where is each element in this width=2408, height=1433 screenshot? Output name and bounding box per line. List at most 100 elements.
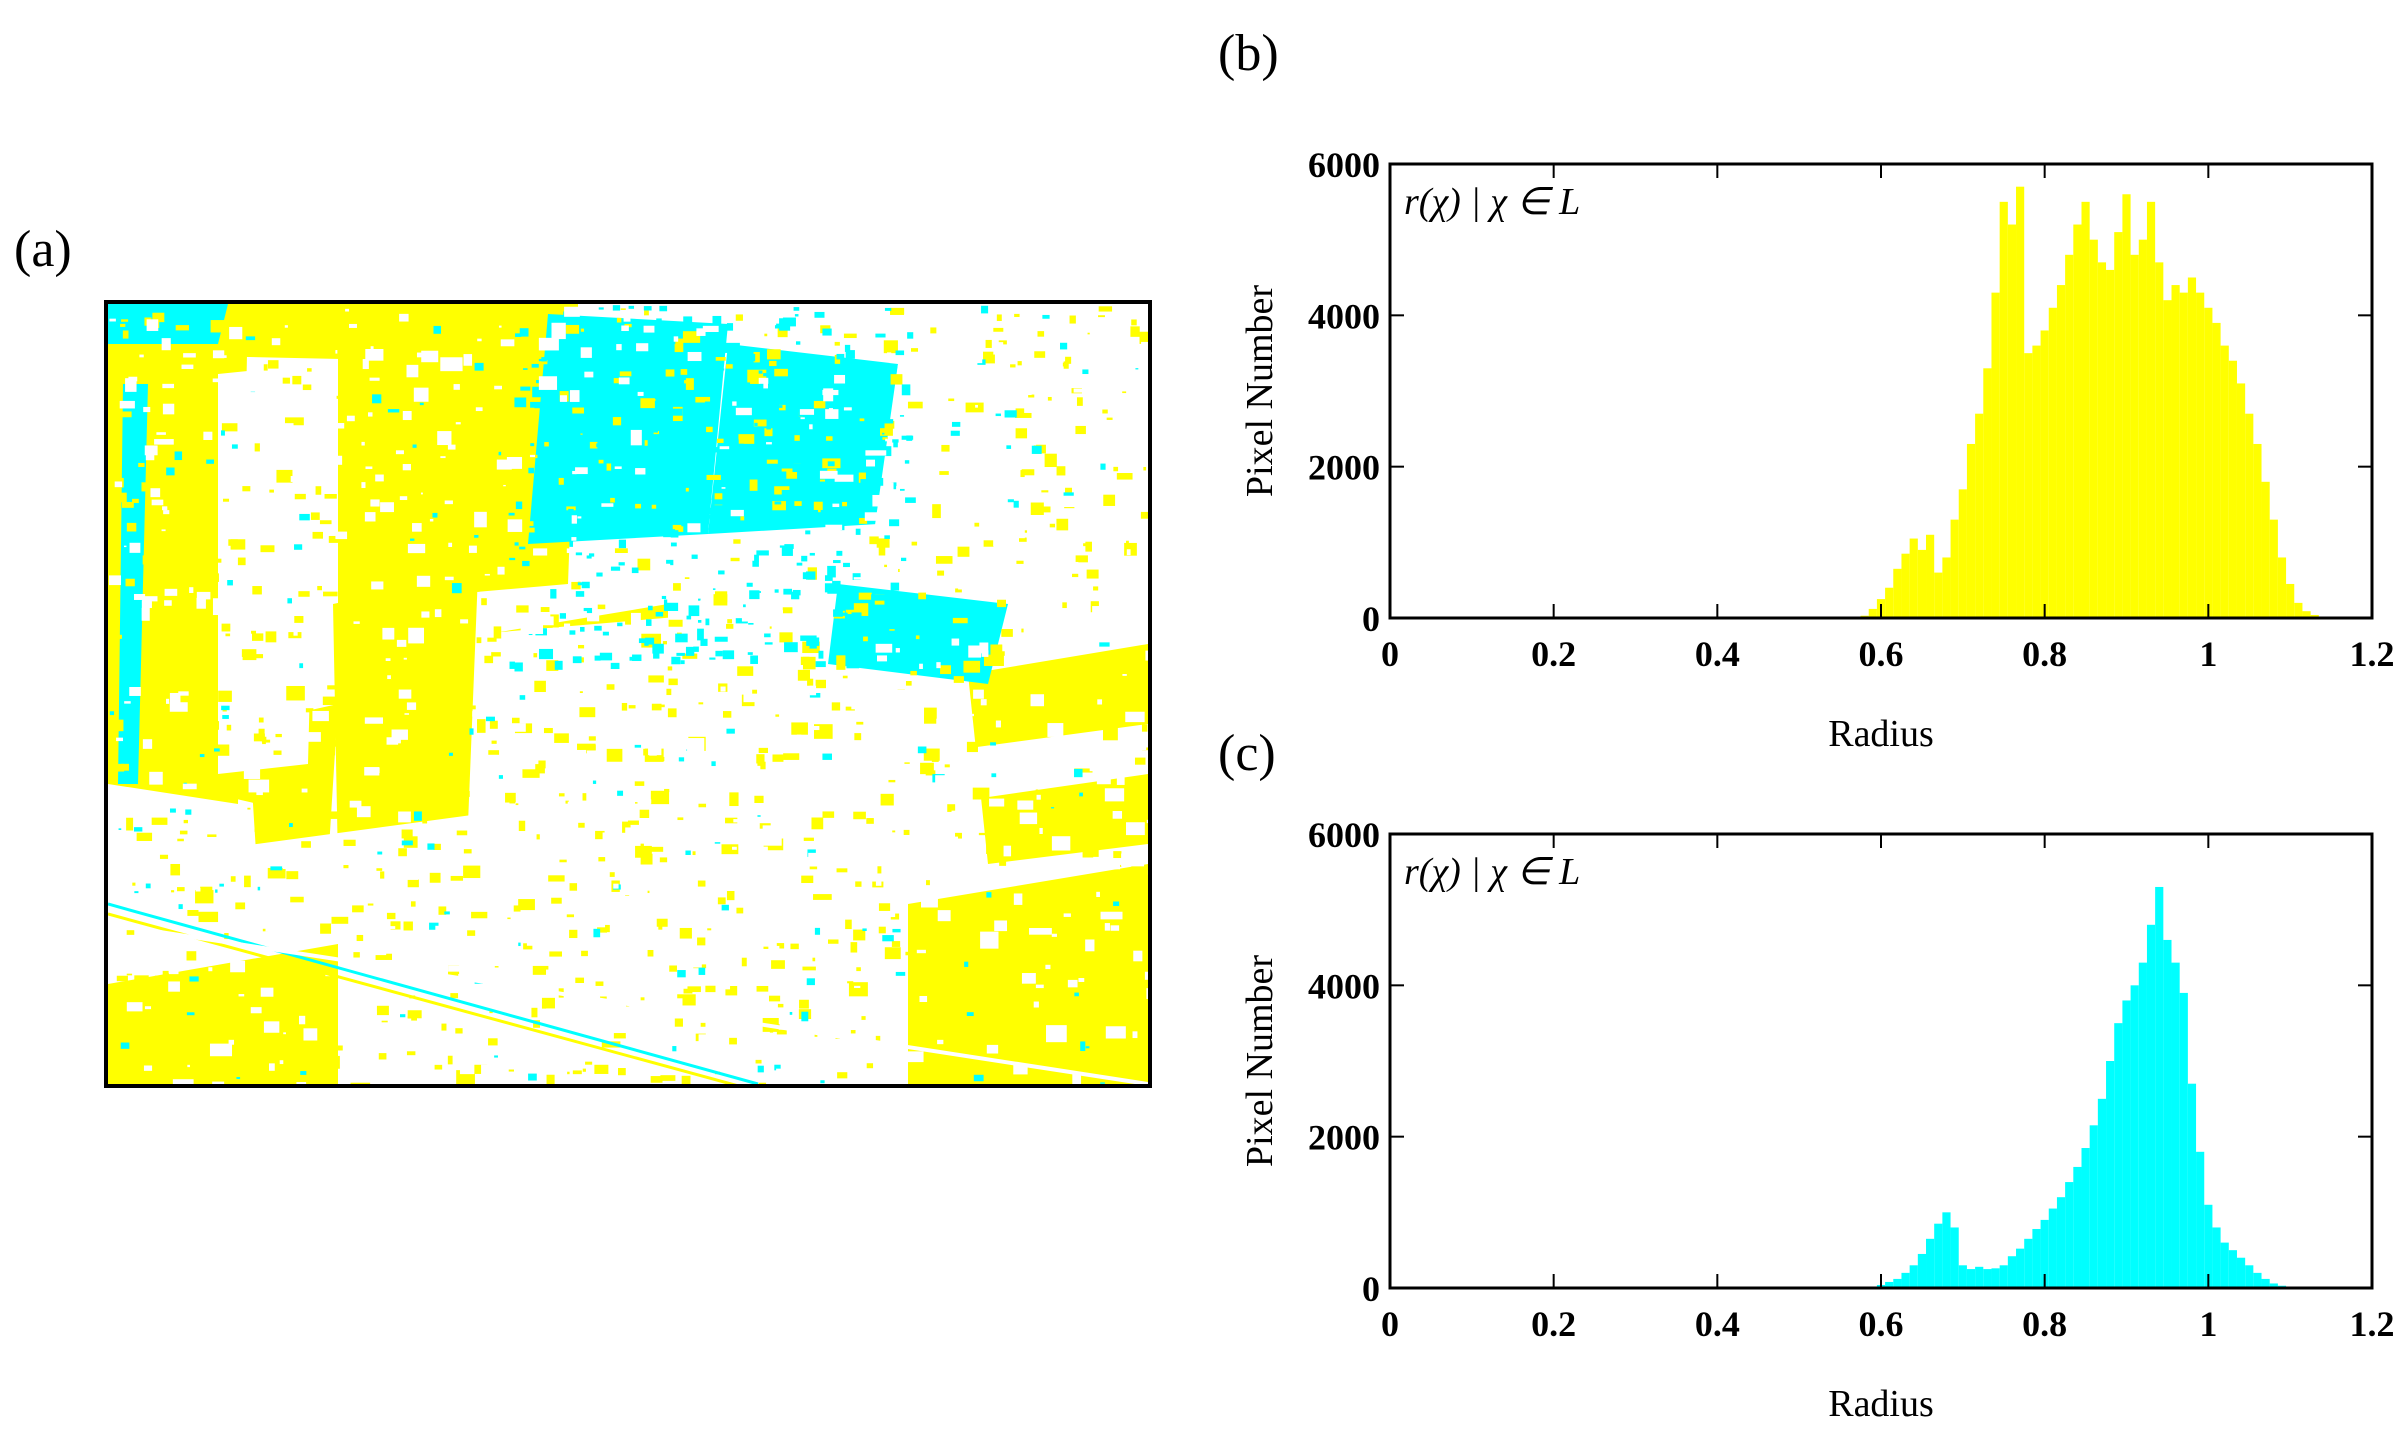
map-speckle [538, 376, 558, 390]
map-speckle [958, 944, 968, 951]
map-speckle [1100, 1082, 1105, 1084]
histogram-b-bar [2245, 413, 2254, 618]
map-speckle [1068, 996, 1072, 998]
map-speckle [716, 438, 724, 443]
x-tick-label: 0.2 [1531, 1304, 1576, 1344]
histogram-c-bar [2130, 985, 2139, 1288]
map-speckle [1006, 445, 1012, 449]
map-speckle [1105, 1026, 1126, 1039]
histogram-b-bar [1983, 368, 1992, 618]
map-speckle [855, 648, 868, 658]
map-speckle [422, 820, 428, 824]
map-speckle [377, 851, 383, 855]
map-speckle [356, 783, 366, 788]
map-speckle [834, 474, 854, 482]
map-speckle [199, 754, 205, 758]
map-speckle [732, 305, 743, 313]
map-speckle [899, 488, 905, 491]
map-speckle [265, 926, 271, 932]
map-speckle [697, 620, 702, 623]
histogram-b-bar [2163, 300, 2172, 618]
map-speckle [122, 880, 131, 891]
map-speckle [818, 956, 834, 964]
map-speckle [802, 572, 810, 580]
map-speckle [940, 665, 951, 675]
histogram-b-bar [2269, 519, 2278, 618]
map-speckle [324, 455, 334, 464]
map-speckle [538, 358, 544, 362]
map-speckle [1075, 555, 1088, 563]
map-speckle [1017, 906, 1027, 914]
map-speckle [714, 591, 728, 603]
map-speckle [572, 470, 577, 475]
map-speckle [305, 708, 314, 713]
map-speckle [992, 781, 1002, 787]
map-speckle [368, 481, 377, 487]
map-speckle [691, 554, 698, 559]
histogram-c-bar [1909, 1265, 1918, 1288]
map-speckle [361, 441, 365, 446]
histogram-b-bar [2040, 330, 2049, 618]
map-speckle [511, 717, 520, 729]
map-speckle [231, 444, 238, 449]
map-speckle [839, 670, 850, 676]
map-speckle [250, 1007, 262, 1014]
map-speckle [850, 942, 858, 953]
map-speckle [260, 987, 274, 997]
map-speckle [613, 883, 619, 889]
map-speckle [845, 919, 852, 930]
map-speckle [880, 622, 886, 631]
map-speckle [572, 364, 578, 368]
map-speckle [500, 1027, 509, 1036]
map-speckle [819, 976, 830, 985]
map-speckle [749, 479, 758, 491]
map-speckle [814, 927, 821, 935]
map-speckle [447, 1055, 453, 1065]
map-speckle [579, 778, 593, 789]
map-speckle [1002, 982, 1015, 992]
map-speckle [785, 722, 791, 726]
map-speckle [520, 618, 544, 635]
map-speckle [132, 498, 139, 504]
map-speckle [630, 612, 641, 623]
map-speckle [654, 495, 663, 500]
map-speckle [723, 516, 739, 521]
map-speckle [421, 611, 430, 618]
map-speckle [852, 401, 858, 408]
map-speckle [695, 396, 711, 403]
map-speckle [706, 507, 723, 515]
map-speckle [812, 957, 816, 962]
map-speckle [659, 563, 671, 574]
map-speckle [756, 754, 765, 764]
map-speckle [1029, 700, 1039, 713]
map-speckle [680, 449, 683, 454]
map-speckle [774, 589, 779, 593]
map-speckle [598, 857, 606, 862]
map-speckle [735, 314, 743, 321]
map-speckle [475, 407, 483, 412]
map-speckle [541, 357, 547, 362]
histogram-b-bar [2130, 254, 2139, 619]
map-speckle [476, 637, 482, 644]
map-speckle [176, 435, 184, 447]
map-speckle [688, 460, 699, 473]
map-speckle [710, 447, 718, 453]
map-speckle [820, 335, 830, 345]
map-speckle [889, 519, 900, 527]
map-speckle [875, 880, 882, 886]
map-speckle [764, 923, 774, 931]
map-speckle [684, 577, 690, 579]
map-speckle [402, 464, 411, 471]
map-speckle [375, 474, 384, 482]
map-speckle [320, 923, 332, 934]
map-speckle [793, 481, 798, 486]
map-speckle [185, 809, 192, 815]
map-speckle [542, 936, 553, 945]
map-speckle [995, 456, 1005, 462]
map-speckle [178, 578, 187, 588]
map-speckle [786, 398, 790, 402]
map-speckle [500, 500, 507, 506]
map-speckle [621, 325, 629, 332]
map-speckle [463, 849, 472, 854]
map-speckle [518, 820, 526, 832]
